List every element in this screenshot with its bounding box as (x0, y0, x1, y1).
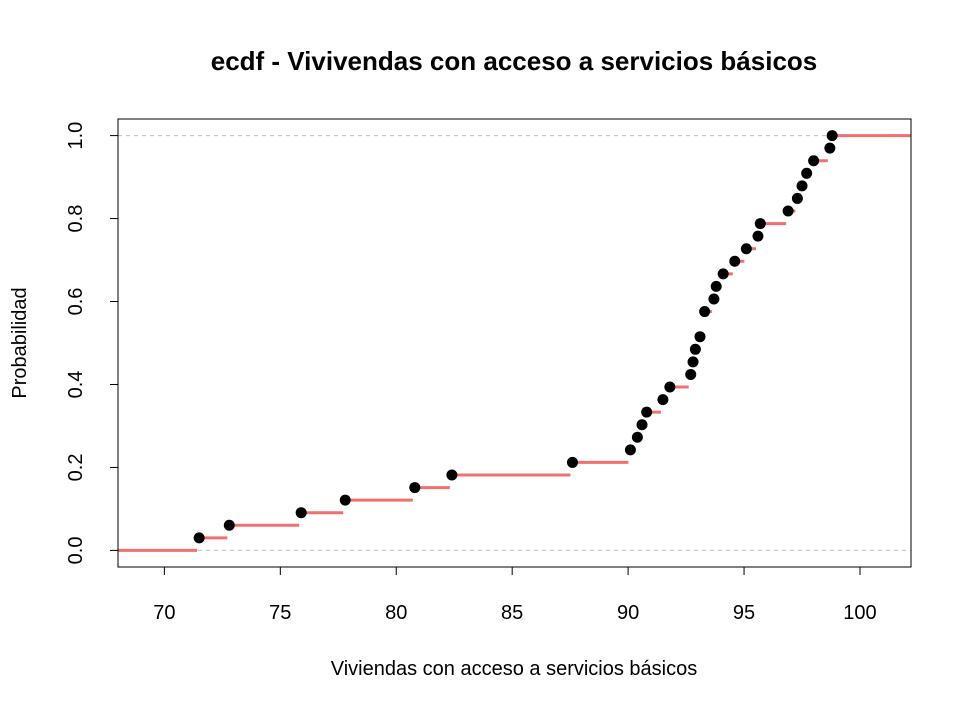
x-tick-label: 90 (617, 602, 639, 624)
y-tick-label: 0.2 (65, 454, 87, 482)
y-tick-label: 0.4 (65, 371, 87, 399)
ecdf-point (754, 218, 766, 230)
ecdf-point (717, 268, 729, 280)
ecdf-point (339, 494, 351, 506)
ecdf-point (808, 155, 820, 167)
x-tick-label: 95 (733, 602, 755, 624)
ecdf-point (641, 406, 653, 418)
ecdf-point (740, 243, 752, 255)
y-tick-label: 0.8 (65, 205, 87, 233)
ecdf-point (801, 167, 813, 179)
x-axis-label: Viviendas con acceso a servicios básicos (331, 658, 697, 680)
x-tick-label: 80 (385, 602, 407, 624)
ecdf-point (636, 419, 648, 431)
plot-frame (117, 118, 912, 568)
y-tick-label: 0.6 (65, 288, 87, 316)
ecdf-point (782, 205, 794, 217)
y-tick-label: 1.0 (65, 122, 87, 150)
x-tick-label: 70 (153, 602, 175, 624)
ecdf-point (791, 192, 803, 204)
ecdf-point (664, 381, 676, 393)
ecdf-point (699, 306, 711, 318)
ecdf-point (685, 368, 697, 380)
ecdf-point (708, 293, 720, 305)
ecdf-point (710, 280, 722, 292)
ecdf-point (193, 532, 205, 544)
ecdf-point (687, 356, 699, 368)
ecdf-point (631, 431, 643, 443)
ecdf-point (694, 331, 706, 343)
ecdf-point (824, 142, 836, 154)
y-axis-label: Probabilidad (9, 287, 31, 398)
x-tick-label: 100 (843, 602, 876, 624)
ecdf-point (409, 482, 421, 494)
ecdf-point (752, 230, 764, 242)
ecdf-point (796, 180, 808, 192)
ecdf-point (624, 444, 636, 456)
ecdf-point (446, 469, 458, 481)
ecdf-point (223, 519, 235, 531)
ecdf-point (566, 456, 578, 468)
plot-area: 70 75 80 85 90 95 100 0.0 0.2 0.4 0.6 0.8 1.0 (65, 118, 912, 624)
ecdf-point (826, 130, 838, 142)
y-tick-label: 0.0 (65, 537, 87, 565)
ecdf-point (657, 394, 669, 406)
ecdf-point (295, 507, 307, 519)
x-tick-label: 75 (269, 602, 291, 624)
ecdf-point (689, 343, 701, 355)
chart-title: ecdf - Vivivendas con acceso a servicios… (211, 46, 818, 76)
x-tick-label: 85 (501, 602, 523, 624)
ecdf-point (729, 255, 741, 267)
